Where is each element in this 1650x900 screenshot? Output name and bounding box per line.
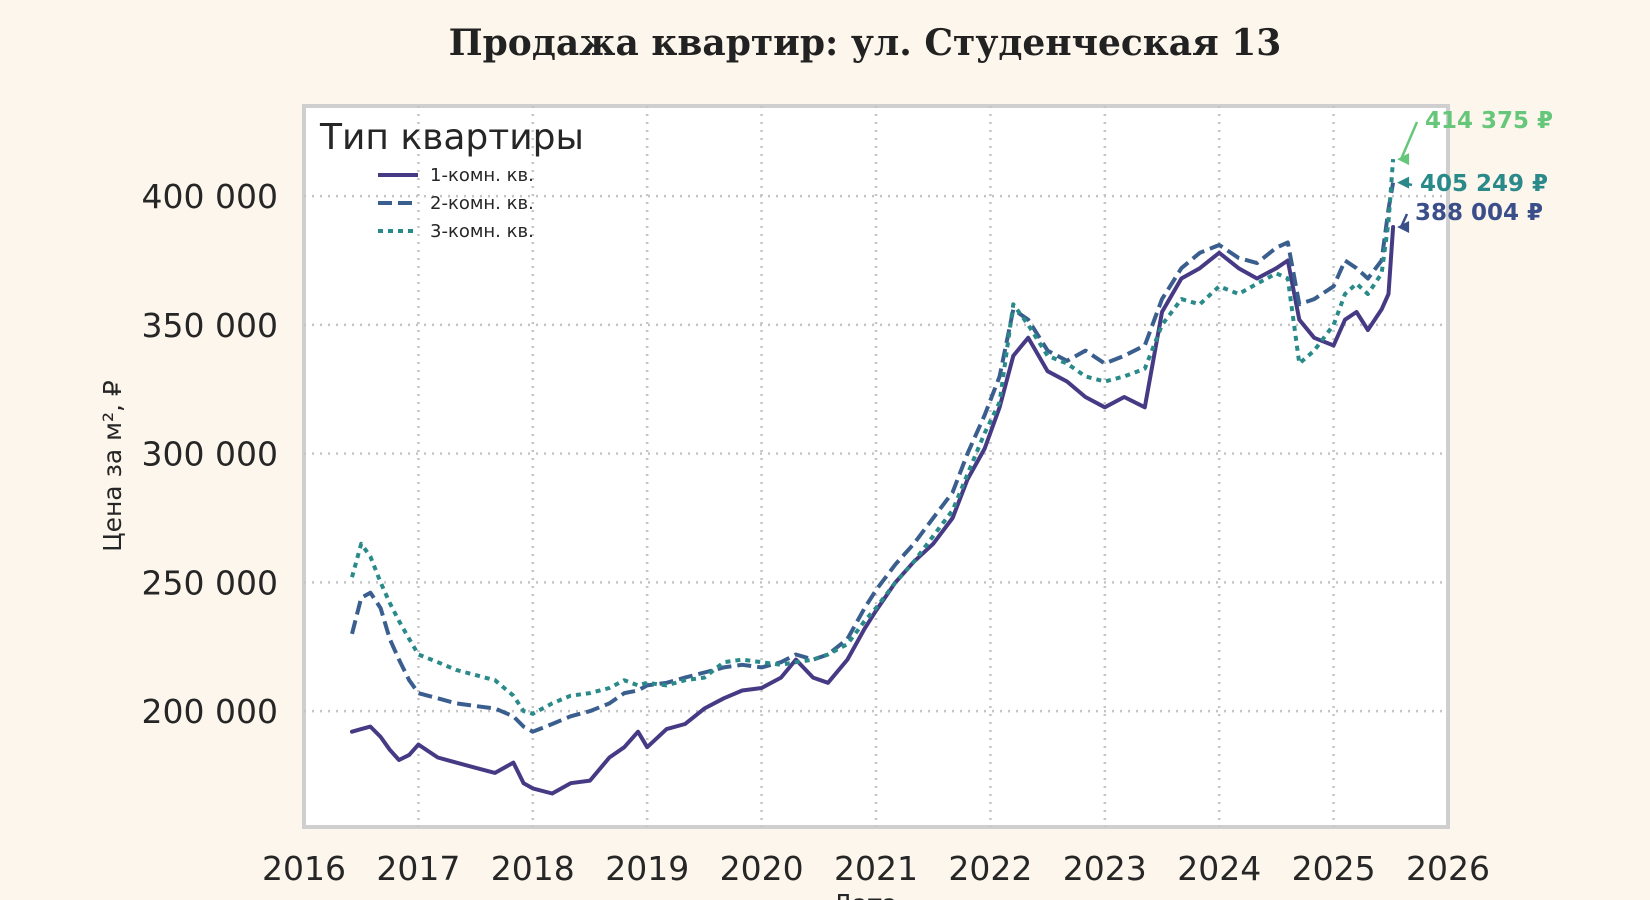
x-tick-label: 2024 xyxy=(1177,849,1261,888)
annotation-label-3: 388 004 ₽ xyxy=(1415,200,1543,226)
x-tick-label: 2026 xyxy=(1406,849,1490,888)
annotation-label-1: 414 375 ₽ xyxy=(1425,108,1553,134)
x-tick-label: 2025 xyxy=(1292,849,1376,888)
x-axis-label: Дата xyxy=(833,889,898,900)
x-tick-label: 2017 xyxy=(376,849,460,888)
y-tick-label: 250 000 xyxy=(142,563,278,602)
y-tick-label: 300 000 xyxy=(142,435,278,474)
series-line-2 xyxy=(350,182,1396,734)
x-tick-label: 2019 xyxy=(605,849,689,888)
y-tick-label: 350 000 xyxy=(142,306,278,345)
legend-title: Тип квартиры xyxy=(319,117,584,158)
x-tick-label: 2023 xyxy=(1063,849,1147,888)
annotation-arrowhead-3 xyxy=(1397,221,1410,234)
x-tick-label: 2016 xyxy=(262,849,346,888)
annotation-arrow-1 xyxy=(1399,121,1419,160)
chart-title: Продажа квартир: ул. Студенческая 13 xyxy=(449,22,1282,64)
x-tick-label: 2020 xyxy=(720,849,804,888)
annotation-arrowhead-1 xyxy=(1397,153,1410,166)
annotation-label-2: 405 249 ₽ xyxy=(1420,171,1548,197)
series-line-1 xyxy=(350,225,1396,796)
annotations: 414 375 ₽ 405 249 ₽ 388 004 ₽ xyxy=(1397,108,1553,234)
legend: Тип квартиры 1-комн. кв. 2-комн. кв. 3-ком… xyxy=(319,117,584,242)
y-axis-ticks: 200 000 250 000 300 000 350 000 400 000 xyxy=(142,177,278,731)
series-line-3 xyxy=(350,158,1396,716)
y-axis-label: Цена за м², ₽ xyxy=(98,380,127,552)
grid-lines xyxy=(304,106,1448,827)
x-tick-label: 2022 xyxy=(948,849,1032,888)
annotation-arrowhead-2 xyxy=(1397,176,1410,189)
y-tick-label: 200 000 xyxy=(142,692,278,731)
x-tick-label: 2018 xyxy=(491,849,575,888)
legend-entry-1: 1-комн. кв. xyxy=(430,165,534,186)
x-tick-label: 2021 xyxy=(834,849,918,888)
legend-entry-2: 2-комн. кв. xyxy=(430,193,534,214)
legend-entry-3: 3-комн. кв. xyxy=(430,221,534,242)
series-lines xyxy=(350,158,1396,796)
x-axis-ticks: 2016 2017 2018 2019 2020 2021 2022 2023 2024 2025… xyxy=(262,849,1490,888)
y-tick-label: 400 000 xyxy=(142,177,278,216)
